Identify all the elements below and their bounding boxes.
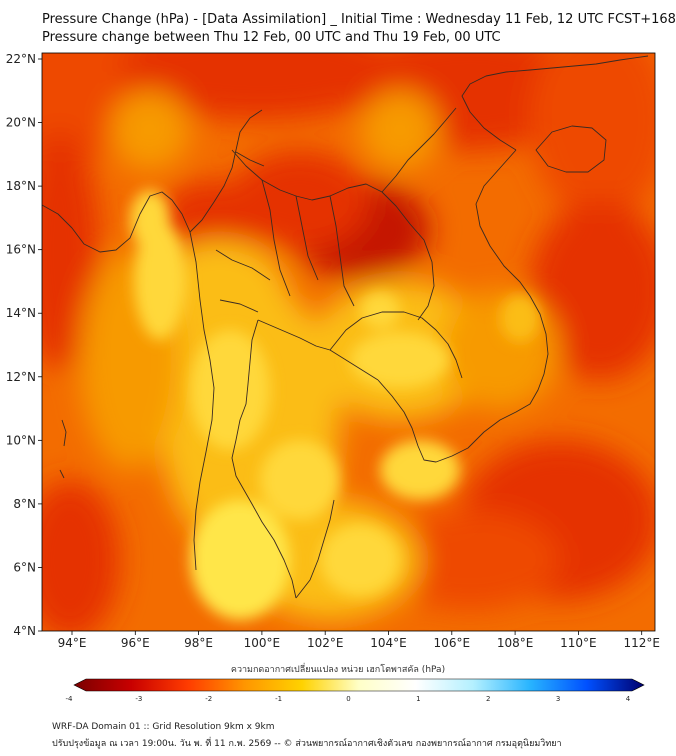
lat-label: 4°N (13, 624, 36, 638)
border-cambodia (329, 311, 463, 379)
lon-label: 106°E (434, 636, 471, 650)
field-patch (134, 220, 186, 340)
field-patch (530, 53, 655, 220)
colorbar-tick-label: -1 (275, 695, 282, 703)
lat-label: 8°N (13, 497, 36, 511)
field-patch (160, 180, 260, 260)
longitude-axis: 94°E 96°E 98°E 100°E 102°E 104°E 106°E 108°E 110… (58, 631, 660, 650)
coastline-thai-gulf-west (231, 319, 297, 599)
colorbar-ticks: -4 -3 -2 -1 0 1 2 3 4 (66, 695, 631, 703)
field-patch (110, 90, 190, 170)
border-thailand-myanmar (189, 109, 263, 233)
field-patch (530, 200, 655, 380)
border-thailand-laos (231, 149, 435, 321)
map-frame (41, 52, 656, 632)
colorbar-tick-label: 2 (486, 695, 490, 703)
coastline-myanmar (42, 191, 215, 571)
colorbar-tick-label: 0 (346, 695, 350, 703)
lon-label: 110°E (560, 636, 597, 650)
lat-label: 22°N (6, 52, 36, 66)
coastline-andaman-islands (59, 419, 67, 479)
lon-label: 112°E (623, 636, 660, 650)
coastline-hainan (535, 125, 607, 173)
lon-label: 102°E (307, 636, 344, 650)
lon-label: 94°E (58, 636, 87, 650)
field-patch (190, 330, 270, 450)
border-internal-1 (261, 179, 355, 307)
field-patch (230, 150, 370, 250)
field-patch (130, 190, 170, 250)
field-patch (320, 524, 400, 596)
colorbar-tick-label: -3 (135, 695, 142, 703)
colorbar: -4 -3 -2 -1 0 1 2 3 4 (66, 678, 645, 703)
lat-label: 12°N (6, 370, 36, 384)
lon-label: 100°E (244, 636, 281, 650)
coastlines-borders (42, 55, 649, 599)
lat-label: 10°N (6, 433, 36, 447)
field-patch (440, 290, 560, 410)
latitude-axis: 22°N 20°N 18°N 16°N 14°N 12°N 10°N 8°N 6°N 4°N (6, 52, 42, 638)
field-patch (500, 294, 540, 342)
field-patch (260, 440, 340, 520)
field-patch (350, 332, 450, 388)
colorbar-tick-label: 4 (626, 695, 631, 703)
colorbar-scale (73, 678, 645, 692)
map-title: Pressure Change (hPa) - [Data Assimilati… (42, 12, 676, 27)
border-laos-vietnam (381, 107, 457, 193)
coastline-vietnam-north (461, 55, 649, 151)
lon-label: 108°E (497, 636, 534, 650)
colorbar-tick-label: 3 (556, 695, 560, 703)
lon-label: 98°E (184, 636, 213, 650)
coastline-cambodia-vietnam (377, 149, 549, 463)
coastline-thai-gulf-head (257, 319, 379, 381)
coastline-malay-east (295, 499, 335, 599)
colorbar-tick-label: -2 (205, 695, 212, 703)
lat-label: 14°N (6, 306, 36, 320)
map-subtitle: Pressure change between Thu 12 Feb, 00 U… (42, 30, 501, 45)
border-internal-2 (215, 151, 271, 313)
lat-label: 18°N (6, 179, 36, 193)
field-patch (190, 500, 290, 620)
footer-credit: ปรับปรุงข้อมูล ณ เวลา 19:00น. วัน พ. ที่… (52, 739, 562, 749)
lon-label: 104°E (370, 636, 407, 650)
field-patch (380, 440, 460, 500)
field-patch (380, 510, 560, 610)
lon-label: 96°E (121, 636, 150, 650)
colorbar-tick-label: 1 (416, 695, 420, 703)
field-patch (360, 292, 400, 328)
colorbar-tick-label: -4 (66, 695, 74, 703)
pressure-field (42, 53, 655, 631)
field-detail-layer (130, 190, 540, 620)
lat-label: 16°N (6, 243, 36, 257)
colorbar-title: ความกดอากาศเปลี่ยนแปลง หน่วย เฮกโตพาสคัล… (230, 665, 446, 675)
footer-model-info: WRF-DA Domain 01 :: Grid Resolution 9km … (52, 722, 275, 732)
lat-label: 20°N (6, 116, 36, 130)
field-patch (42, 480, 120, 631)
lat-label: 6°N (13, 560, 36, 574)
field-patch (360, 90, 440, 170)
field-patch (120, 53, 400, 120)
